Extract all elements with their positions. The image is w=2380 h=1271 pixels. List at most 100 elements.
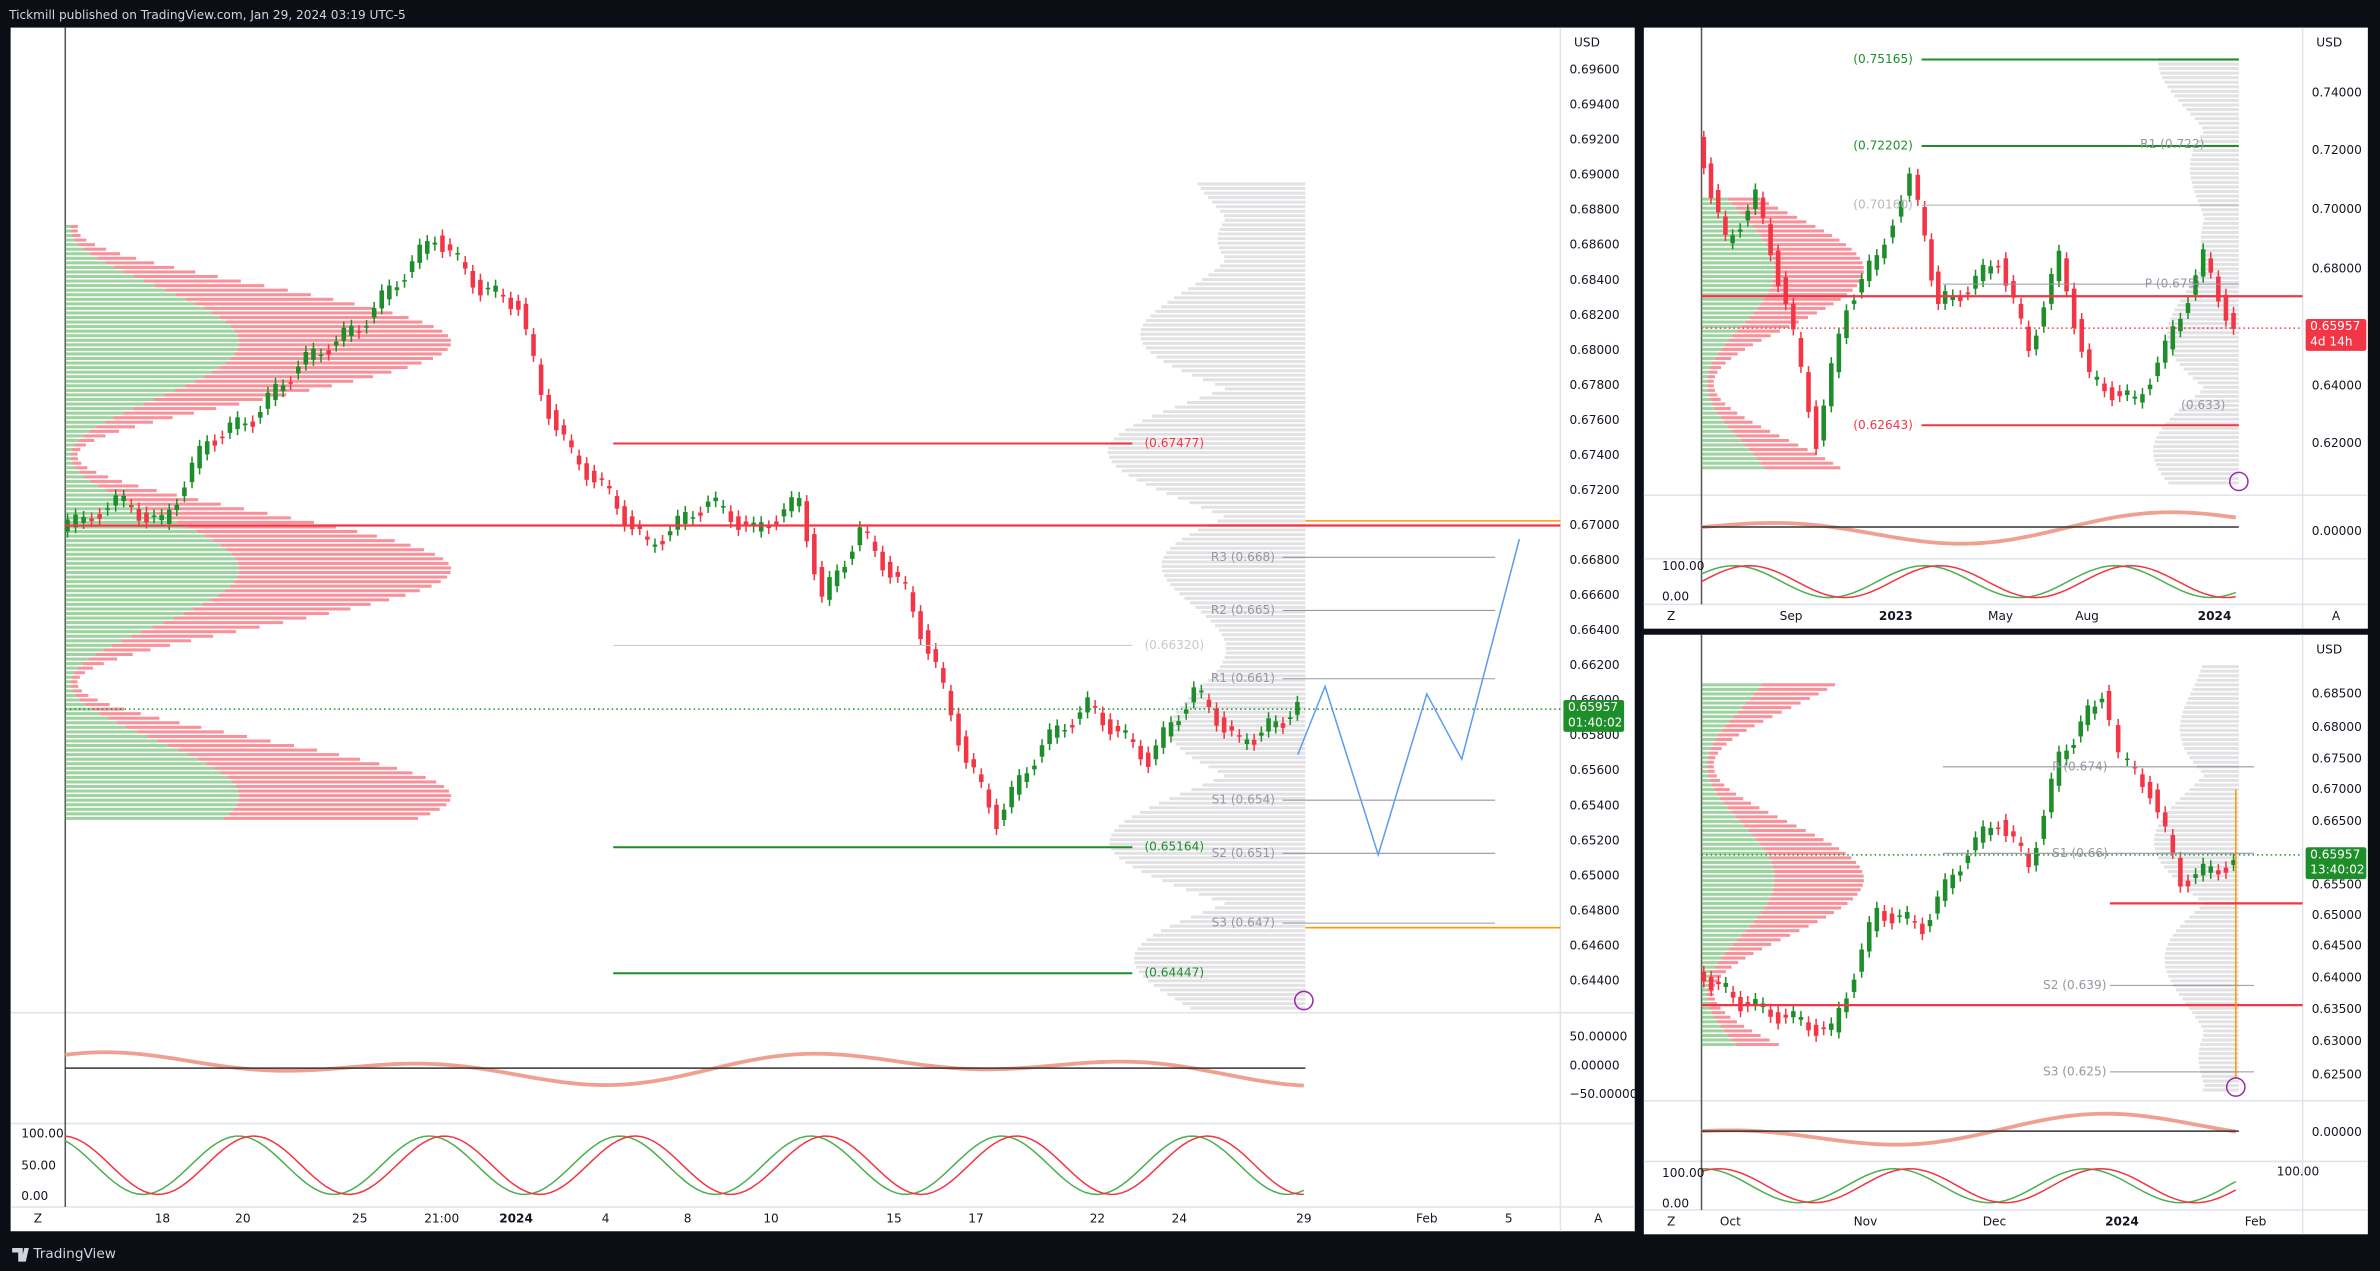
session-profile-green — [65, 643, 113, 647]
session-profile-red — [177, 520, 314, 524]
candle-body — [1783, 277, 1789, 305]
volume-profile-bar — [2153, 445, 2239, 449]
session-profile-red — [74, 238, 87, 242]
session-profile-red — [204, 306, 375, 310]
price-label: 0.64000 — [2312, 970, 2362, 984]
session-profile-red — [1767, 901, 1848, 905]
session-profile-green — [65, 616, 174, 620]
candle-body — [2208, 866, 2214, 873]
session-profile-red — [1728, 947, 1763, 951]
alert-icon — [2228, 471, 2249, 492]
projection-path — [1297, 538, 1521, 858]
stochastic-label: 100.00 — [1662, 559, 1704, 573]
scale-button[interactable]: Z — [34, 1212, 42, 1226]
volume-profile-bar — [1218, 246, 1306, 250]
volume-profile-bar — [2156, 435, 2239, 439]
session-profile-red — [185, 297, 334, 301]
session-profile-red — [175, 388, 310, 392]
session-profile-green — [1701, 824, 1745, 828]
price-tag — [2305, 847, 2367, 880]
session-profile-red — [188, 753, 340, 757]
session-profile-green — [65, 602, 203, 606]
volume-profile-bar — [1202, 378, 1306, 382]
volume-profile-bar — [1150, 350, 1306, 354]
candle-body — [2092, 706, 2098, 714]
price-label: 0.67000 — [2312, 782, 2362, 796]
candle-body — [1965, 855, 1971, 863]
session-profile-red — [72, 461, 82, 465]
scale-button[interactable]: Z — [1667, 609, 1675, 623]
volume-profile-bar — [2167, 331, 2239, 335]
price-label: 0.67500 — [2312, 752, 2362, 766]
session-profile-green — [1701, 407, 1715, 411]
candle-body — [1723, 982, 1729, 987]
scale-button[interactable]: A — [1594, 1212, 1603, 1226]
session-profile-red — [206, 762, 380, 766]
session-profile-green — [65, 297, 186, 301]
candle-body — [1708, 163, 1714, 198]
volume-profile-bar — [1200, 610, 1306, 614]
volume-profile-bar — [1160, 929, 1306, 933]
volume-profile-bar — [2203, 774, 2239, 778]
price-label: 0.64000 — [2312, 378, 2362, 392]
session-profile-red — [1717, 1020, 1737, 1024]
volume-profile-bar — [1166, 578, 1306, 582]
session-profile-red — [214, 766, 398, 770]
volume-profile-bar — [1145, 482, 1306, 486]
session-profile-red — [1732, 942, 1772, 946]
session-profile-red — [187, 525, 337, 529]
volume-profile-bar — [1220, 250, 1306, 254]
session-profile-green — [1701, 265, 1775, 269]
scale-button[interactable]: Z — [1667, 1215, 1675, 1229]
session-profile-red — [1768, 856, 1852, 860]
session-profile-red — [79, 698, 98, 702]
candle-body — [675, 515, 680, 530]
candle-body — [720, 506, 726, 508]
candle-body — [1130, 739, 1136, 743]
session-profile-green — [1701, 1029, 1725, 1033]
session-profile-red — [97, 256, 137, 260]
scale-button[interactable]: A — [2332, 609, 2341, 623]
time-label: May — [1988, 609, 2013, 623]
session-profile-red — [1707, 384, 1714, 388]
time-label: 8 — [684, 1212, 692, 1226]
volume-profile-bar — [1138, 970, 1306, 974]
volume-profile-bar — [1170, 719, 1306, 723]
session-profile-green — [1701, 992, 1708, 996]
volume-profile-bar — [1191, 373, 1306, 377]
session-profile-red — [72, 448, 81, 452]
session-profile-green — [1701, 692, 1755, 696]
candle-body — [2115, 725, 2121, 753]
volume-profile-bar — [2197, 139, 2239, 143]
session-profile-red — [123, 270, 196, 274]
volume-profile-bar — [1202, 278, 1306, 282]
session-profile-green — [65, 753, 189, 757]
session-profile-green — [1701, 443, 1746, 447]
candle-body — [698, 512, 703, 516]
volume-profile-bar — [1111, 460, 1306, 464]
candle-body — [1866, 922, 1872, 952]
price-label: 0.66200 — [1569, 658, 1619, 672]
stoch-k — [64, 1135, 1305, 1196]
session-profile-red — [1764, 906, 1842, 910]
volume-profile-bar — [2184, 747, 2239, 751]
candle-body — [402, 280, 407, 282]
stoch-k — [1701, 564, 2237, 599]
session-profile-red — [1774, 275, 1863, 279]
session-profile-green — [1701, 970, 1713, 974]
volume-profile-bar — [2167, 340, 2239, 344]
session-profile-green — [1701, 756, 1708, 760]
candle-body — [941, 668, 946, 683]
level-label: P (0.674) — [2052, 759, 2107, 773]
session-profile-red — [173, 616, 307, 620]
candle-body — [2178, 318, 2183, 332]
volume-profile-bar — [1221, 223, 1306, 227]
volume-profile-bar — [2179, 363, 2239, 367]
session-profile-red — [74, 671, 85, 675]
candle-body — [971, 759, 976, 768]
candle-body — [1950, 295, 1955, 301]
volume-profile-bar — [1173, 883, 1306, 887]
volume-profile-bar — [1192, 756, 1306, 760]
oscillator-label: 100.00 — [2277, 1165, 2319, 1179]
